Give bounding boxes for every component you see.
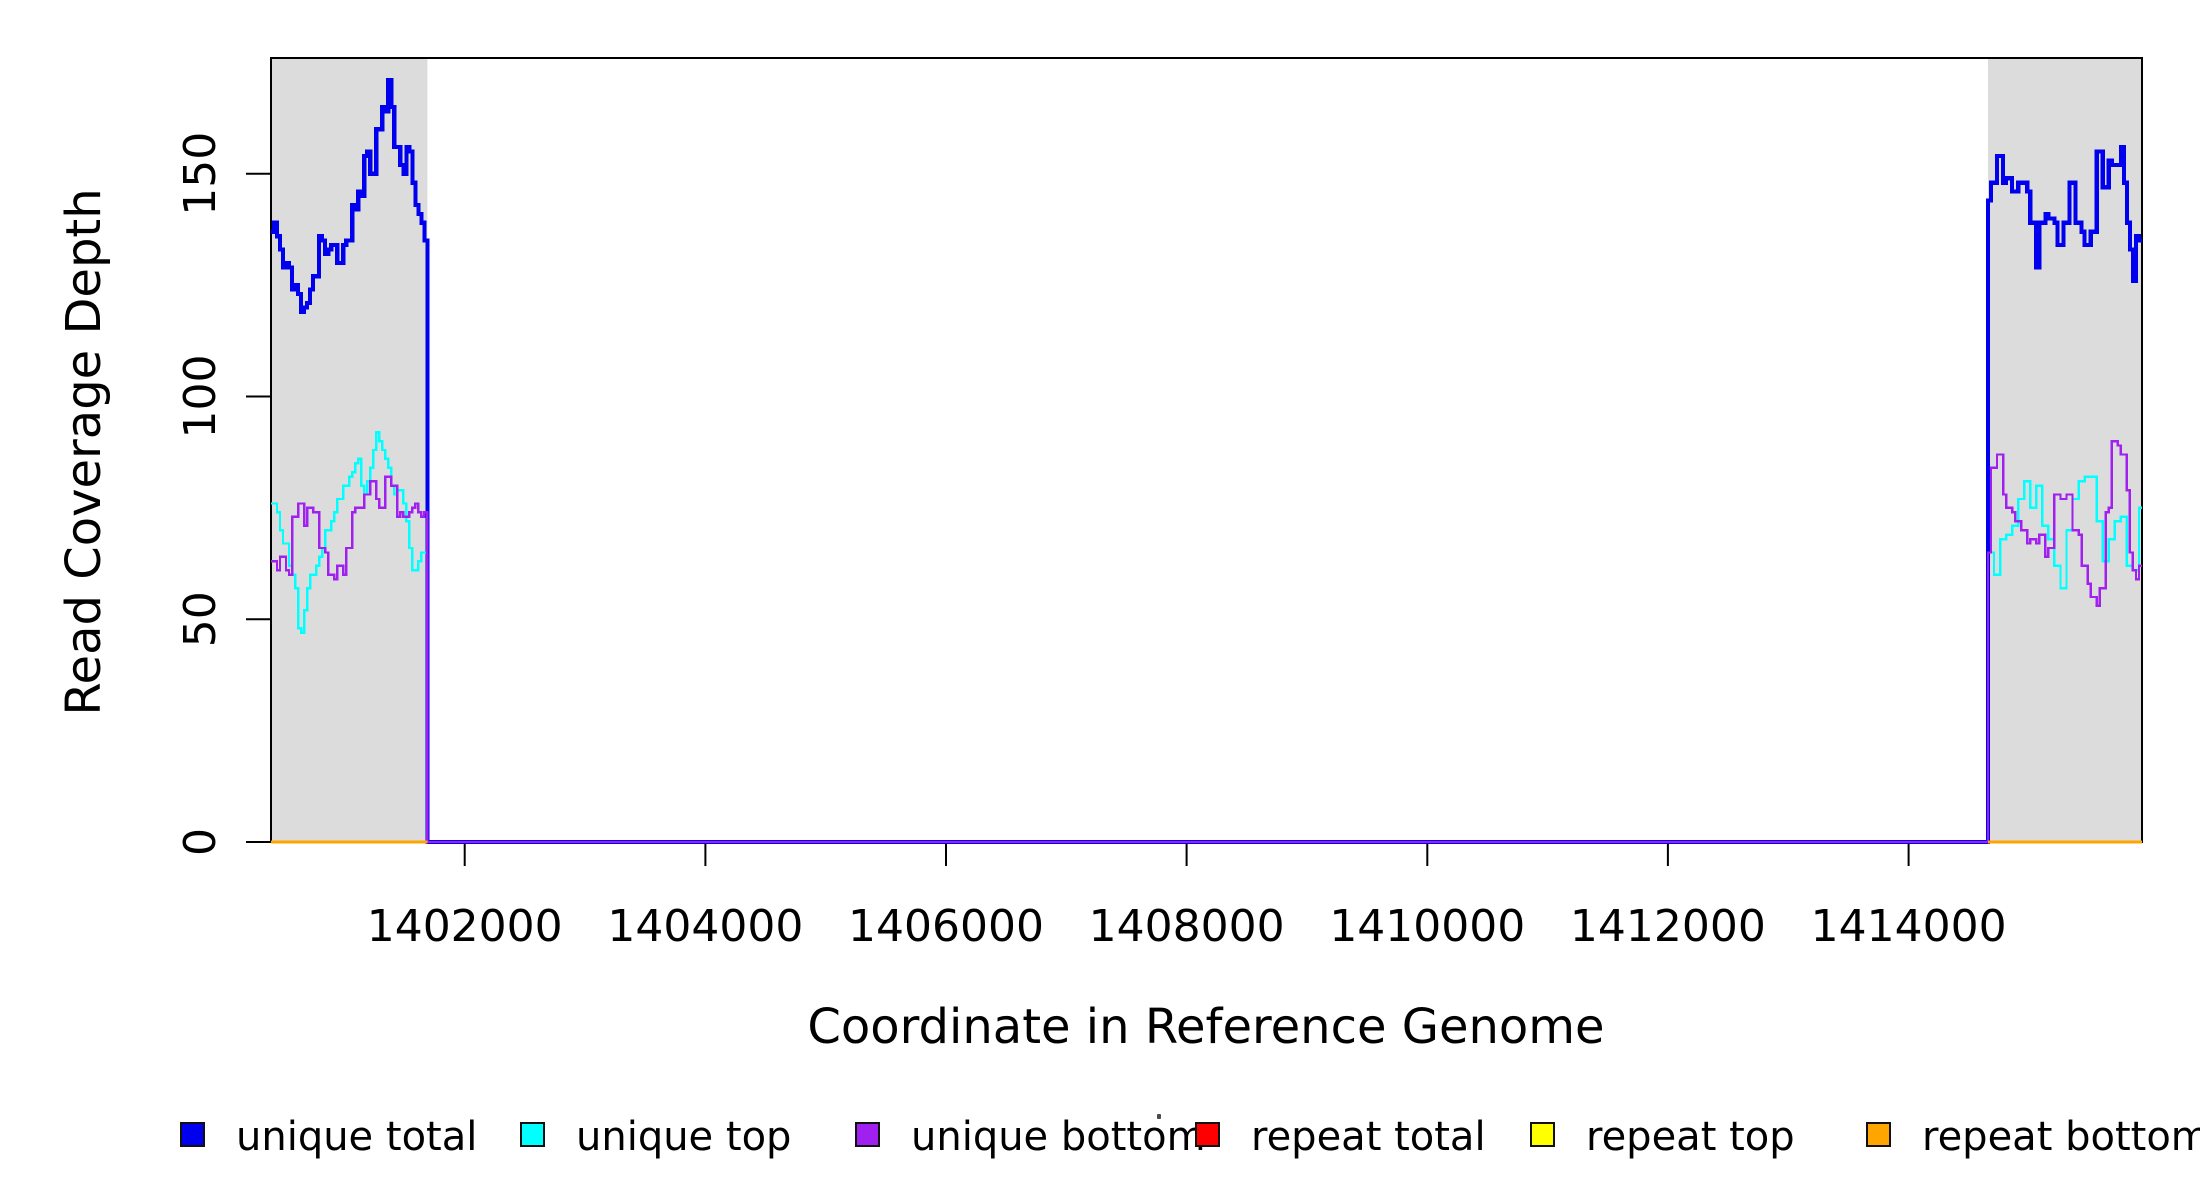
x-tick-label: 1408000 — [1089, 901, 1285, 952]
y-tick-label: 0 — [175, 828, 226, 856]
x-tick-label: 1402000 — [367, 901, 563, 952]
series-unique-total — [271, 78, 2142, 845]
y-tick-label: 150 — [175, 132, 226, 216]
shaded-region-left — [271, 58, 428, 842]
x-tick-label: 1406000 — [848, 901, 1044, 952]
x-axis-ticks: 1402000 1404000 1406000 1408000 1410000 14120… — [367, 842, 2007, 952]
x-tick-label: 1412000 — [1570, 901, 1766, 952]
x-tick-label: 1404000 — [607, 901, 803, 952]
stray-dot-artifact — [1157, 1114, 1161, 1119]
x-axis-title: Coordinate in Reference Genome — [807, 999, 1604, 1055]
series-unique-top — [271, 431, 2142, 844]
shaded-region-right — [1988, 58, 2142, 842]
x-tick-label: 1410000 — [1329, 901, 1525, 952]
series-unique-bottom — [271, 439, 2142, 844]
series-layer — [271, 78, 2142, 845]
y-axis-ticks: 0 50 100 150 — [175, 132, 271, 856]
y-tick-label: 50 — [175, 591, 226, 647]
y-axis-title: Read Coverage Depth — [56, 188, 112, 715]
plot-border — [270, 57, 2143, 843]
x-tick-label: 1414000 — [1811, 901, 2007, 952]
y-tick-label: 100 — [175, 355, 226, 439]
